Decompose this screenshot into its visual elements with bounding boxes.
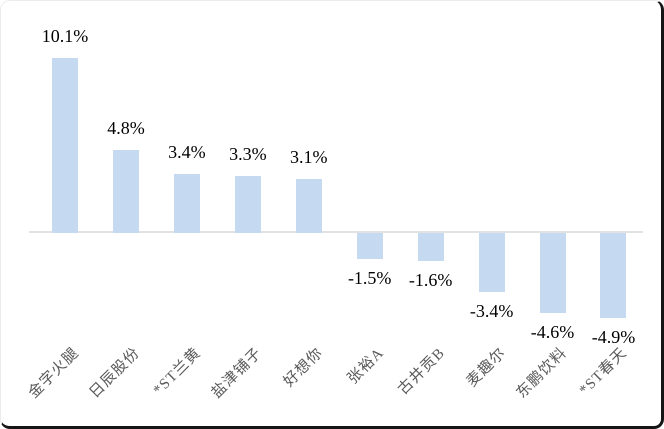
data-label: -4.6% — [530, 321, 575, 342]
category-label: *ST春天 — [577, 345, 631, 399]
data-label: -4.9% — [591, 326, 636, 347]
data-label: 3.4% — [168, 142, 206, 163]
bar — [600, 233, 627, 318]
data-label: -3.4% — [469, 300, 514, 321]
data-label: -1.6% — [408, 269, 453, 290]
bar — [295, 179, 322, 233]
bar — [539, 233, 566, 313]
bar — [356, 233, 383, 259]
data-label: 4.8% — [107, 117, 145, 138]
data-label: 3.3% — [229, 143, 267, 164]
x-axis-zero-line — [29, 231, 643, 233]
bar — [52, 58, 78, 233]
bar — [478, 233, 505, 292]
bar — [173, 174, 200, 233]
data-label: 10.1% — [41, 26, 89, 47]
bar — [234, 175, 261, 233]
data-label: -1.5% — [347, 267, 392, 288]
bar — [417, 233, 444, 261]
data-label: 3.1% — [290, 147, 328, 168]
bar — [112, 149, 139, 233]
